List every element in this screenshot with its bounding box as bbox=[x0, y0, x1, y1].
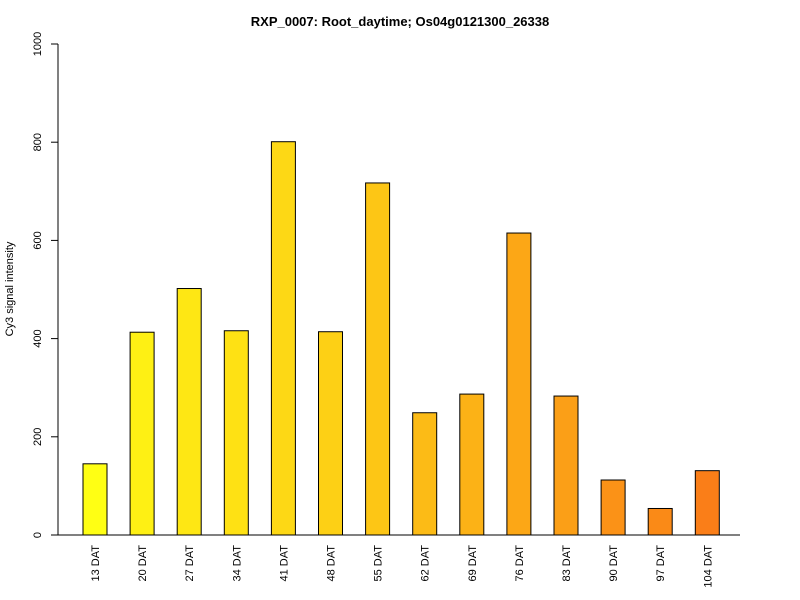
y-tick-label: 200 bbox=[32, 428, 44, 446]
bar bbox=[129, 331, 155, 536]
x-tick-label: 55 DAT bbox=[373, 545, 385, 582]
bar bbox=[223, 330, 249, 536]
x-tick-label: 69 DAT bbox=[467, 545, 479, 582]
x-tick-label: 62 DAT bbox=[420, 545, 432, 582]
bar bbox=[647, 507, 673, 536]
x-tick-label: 34 DAT bbox=[231, 545, 243, 582]
x-tick-label: 20 DAT bbox=[137, 545, 149, 582]
bar bbox=[506, 232, 532, 536]
x-tick-label: 27 DAT bbox=[184, 545, 196, 582]
bars-group bbox=[82, 141, 720, 536]
y-tick-label: 400 bbox=[32, 329, 44, 347]
x-tick-label: 48 DAT bbox=[326, 545, 338, 582]
x-tick-label: 104 DAT bbox=[702, 545, 714, 588]
bar bbox=[82, 463, 108, 536]
x-tick-label: 76 DAT bbox=[514, 545, 526, 582]
x-axis-tick-labels: 13 DAT 20 DAT 27 DAT 34 DAT 41 DAT 48 DAT 55 D… bbox=[90, 545, 714, 588]
y-tick-label: 1000 bbox=[32, 32, 44, 56]
bar bbox=[600, 479, 626, 536]
y-tick-label: 0 bbox=[32, 532, 44, 538]
bar bbox=[459, 393, 485, 536]
bar bbox=[176, 288, 202, 536]
bar bbox=[270, 141, 296, 536]
bar bbox=[553, 395, 579, 536]
bar bbox=[694, 470, 720, 536]
y-tick-label: 600 bbox=[32, 231, 44, 249]
y-tick-label: 800 bbox=[32, 133, 44, 151]
x-tick-label: 97 DAT bbox=[655, 545, 667, 582]
bar bbox=[365, 182, 391, 536]
x-tick-label: 41 DAT bbox=[278, 545, 290, 582]
bar bbox=[412, 412, 438, 536]
chart-title: RXP_0007: Root_daytime; Os04g0121300_263… bbox=[251, 14, 549, 29]
x-tick-label: 13 DAT bbox=[90, 545, 102, 582]
x-tick-label: 83 DAT bbox=[561, 545, 573, 582]
y-axis-label: Cy3 signal intensity bbox=[4, 241, 16, 336]
y-axis-ticks: 0 200 400 600 800 1000 bbox=[32, 32, 58, 538]
bar bbox=[318, 331, 343, 536]
x-tick-label: 90 DAT bbox=[608, 545, 620, 582]
